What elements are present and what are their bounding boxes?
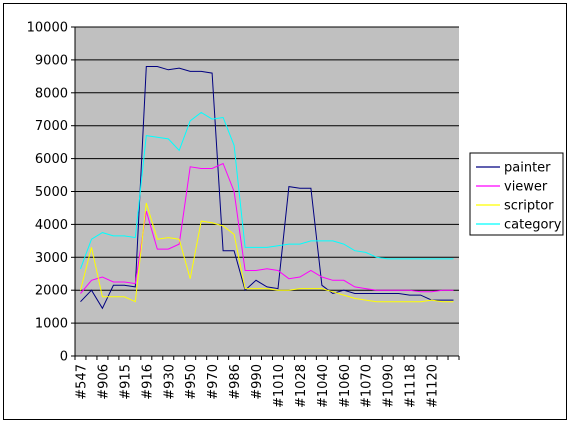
line-chart: 0 1000 2000 3000 4000 5000 6000 7000 8000 9000 100…	[27, 21, 564, 408]
series-lines	[80, 66, 454, 310]
x-tick-label: #986	[228, 364, 243, 400]
y-tick-label: 10000	[27, 21, 68, 36]
x-tick-label: #1070	[360, 364, 375, 408]
x-tick-label: #1118	[404, 364, 419, 408]
x-tick-label: #1060	[338, 364, 353, 408]
y-tick-label: 5000	[35, 185, 68, 200]
y-tick-label: 4000	[35, 218, 68, 233]
legend-label-category: category	[504, 218, 562, 233]
x-tick-label: #906	[96, 364, 111, 400]
x-tick-label: #950	[184, 364, 199, 400]
y-tick-label: 7000	[35, 119, 68, 134]
series-line-painter	[80, 66, 454, 310]
chart-frame: 0 1000 2000 3000 4000 5000 6000 7000 8000 9000 100…	[3, 3, 567, 420]
x-tick-label: #1010	[272, 364, 287, 408]
y-tick-label: 0	[60, 350, 68, 365]
gridlines	[71, 26, 459, 357]
y-tick-label: 9000	[35, 53, 68, 68]
x-tick-label: #1090	[382, 364, 397, 408]
series-line-scriptor	[80, 202, 454, 303]
y-tick-labels: 0 1000 2000 3000 4000 5000 6000 7000 8000 9000 100…	[27, 21, 68, 365]
x-tick-label: #1040	[316, 364, 331, 408]
y-tick-label: 8000	[35, 86, 68, 101]
axes	[74, 27, 460, 360]
x-tick-label: #547	[74, 364, 89, 400]
x-tick-label: #1120	[426, 364, 441, 408]
x-tick-label: #1028	[294, 364, 309, 408]
x-tick-label: #970	[206, 364, 221, 400]
x-tick-label: #930	[162, 364, 177, 400]
x-tick-labels: #547 #906 #915 #916 #930 #950 #970 #986 #990 #101…	[74, 364, 440, 408]
legend-label-viewer: viewer	[504, 180, 548, 195]
legend: painter viewer scriptor category	[469, 152, 564, 236]
x-tick-label: #990	[250, 364, 265, 400]
y-tick-label: 1000	[35, 317, 68, 332]
y-tick-label: 6000	[35, 152, 68, 167]
legend-label-scriptor: scriptor	[504, 199, 554, 214]
y-tick-label: 3000	[35, 251, 68, 266]
x-tick-label: #916	[140, 364, 155, 400]
series-line-category	[80, 111, 454, 269]
legend-label-painter: painter	[504, 161, 551, 176]
x-tick-label: #915	[118, 364, 133, 400]
y-tick-label: 2000	[35, 284, 68, 299]
